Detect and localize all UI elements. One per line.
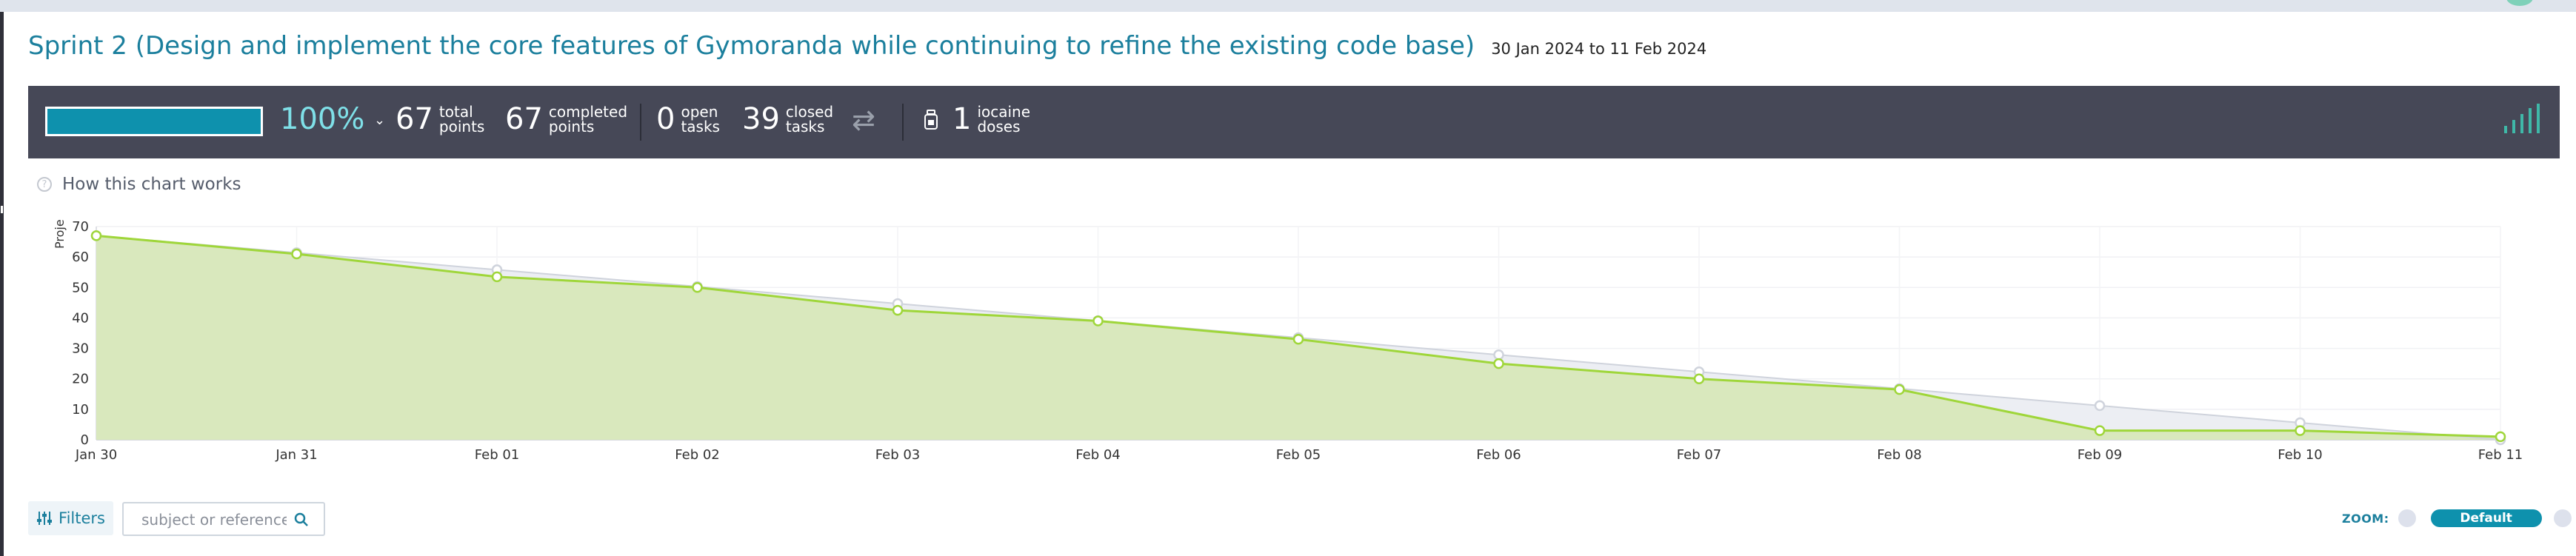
x-tick-label: Feb 08 <box>1877 447 1922 463</box>
help-icon: ? <box>37 177 52 192</box>
iocaine-doses-label-2: doses <box>977 118 1021 135</box>
ideal-point[interactable] <box>1493 349 1504 361</box>
x-tick-label: Feb 11 <box>2478 447 2523 463</box>
sprint-header: Sprint 2 (Design and implement the core … <box>28 31 1706 68</box>
real-point[interactable] <box>1092 315 1104 326</box>
x-tick-label: Feb 03 <box>875 447 921 463</box>
stats-divider <box>902 104 904 141</box>
zoom-in-option[interactable] <box>2553 509 2572 527</box>
total-points-stat: 67 total points <box>396 102 484 136</box>
real-point[interactable] <box>90 230 102 241</box>
real-point[interactable] <box>692 282 703 293</box>
y-tick-label: 20 <box>72 372 89 387</box>
chevron-down-icon[interactable]: ⌄ <box>374 113 386 128</box>
zoom-label: ZOOM: <box>2342 511 2389 526</box>
sliders-icon <box>37 512 53 525</box>
real-burndown-area <box>96 235 2500 440</box>
closed-tasks-label-2: tasks <box>785 118 825 135</box>
left-edge-bar <box>0 12 4 556</box>
search-field[interactable] <box>122 502 325 536</box>
iocaine-doses-label-1: iocaine <box>977 103 1031 121</box>
open-tasks-stat: 0 open tasks <box>656 102 720 136</box>
y-tick-label: 50 <box>72 280 89 295</box>
real-point[interactable] <box>2295 425 2306 436</box>
x-tick-label: Feb 10 <box>2278 447 2323 463</box>
x-tick-label: Feb 05 <box>1276 447 1321 463</box>
y-tick-label: 30 <box>72 341 89 357</box>
x-tick-label: Feb 01 <box>475 447 520 463</box>
zoom-out-option[interactable] <box>2398 509 2416 527</box>
y-axis-label: Proje <box>53 219 67 249</box>
y-tick-label: 40 <box>72 310 89 326</box>
sprint-stats-bar: 100% ⌄ 67 total points 67 completed points… <box>28 86 2560 158</box>
total-points-value: 67 <box>396 102 433 136</box>
x-tick-label: Jan 30 <box>75 447 117 463</box>
progress-bar <box>45 107 263 136</box>
search-input[interactable] <box>140 509 288 530</box>
real-point[interactable] <box>2094 425 2106 436</box>
x-tick-label: Jan 31 <box>275 447 317 463</box>
x-tick-label: Feb 07 <box>1677 447 1722 463</box>
filters-button[interactable]: Filters <box>28 501 113 535</box>
burndown-chart: 0 10 20 30 40 50 60 70 Jan 30 Jan 31 Feb 01 Feb 02… <box>53 219 2523 463</box>
completed-points-label-2: points <box>548 118 595 135</box>
chart-help-link[interactable]: ? How this chart works <box>37 175 241 194</box>
search-icon[interactable] <box>294 512 309 527</box>
real-point[interactable] <box>291 248 302 260</box>
zoom-control: ZOOM: Default <box>2342 509 2576 527</box>
open-tasks-label-1: open <box>681 103 718 121</box>
real-point[interactable] <box>892 304 904 316</box>
y-tick-label: 60 <box>72 249 89 265</box>
real-point[interactable] <box>491 271 503 283</box>
closed-tasks-stat: 39 closed tasks <box>742 102 833 136</box>
top-bar <box>0 0 2576 12</box>
iocaine-doses-value: 1 <box>952 102 972 136</box>
sprint-title: Sprint 2 (Design and implement the core … <box>28 31 1475 61</box>
closed-tasks-label-1: closed <box>785 103 834 121</box>
burndown-chart-icon[interactable] <box>2504 104 2540 133</box>
y-tick-label: 0 <box>81 432 89 448</box>
y-tick-label: 10 <box>72 402 89 418</box>
total-points-label-1: total <box>438 103 473 121</box>
open-tasks-value: 0 <box>656 102 675 136</box>
completed-points-label-1: completed <box>548 103 628 121</box>
zoom-default-option[interactable]: Default <box>2430 509 2542 527</box>
user-avatar[interactable] <box>2506 0 2533 6</box>
ideal-point[interactable] <box>2094 400 2106 412</box>
real-point[interactable] <box>2495 431 2506 443</box>
progress-bar-fill <box>47 109 261 134</box>
swap-arrows-icon[interactable]: ⇄ <box>852 104 875 136</box>
potion-bottle-icon <box>924 110 938 130</box>
chart-help-label[interactable]: How this chart works <box>62 175 241 194</box>
edge-marker <box>1 206 3 213</box>
sprint-dates: 30 Jan 2024 to 11 Feb 2024 <box>1491 40 1707 58</box>
y-tick-label: 70 <box>72 219 89 235</box>
x-tick-label: Feb 09 <box>2078 447 2123 463</box>
real-point[interactable] <box>1693 373 1705 384</box>
completion-percent: 100% <box>280 102 365 136</box>
real-point[interactable] <box>1894 383 1905 395</box>
stats-divider <box>640 104 641 141</box>
total-points-label-2: points <box>438 118 485 135</box>
closed-tasks-value: 39 <box>742 102 780 136</box>
x-tick-label: Feb 02 <box>675 447 720 463</box>
iocaine-doses-stat: 1 iocaine doses <box>952 102 1030 136</box>
x-tick-label: Feb 06 <box>1476 447 1521 463</box>
x-tick-label: Feb 04 <box>1075 447 1121 463</box>
completed-points-stat: 67 completed points <box>505 102 627 136</box>
completed-points-value: 67 <box>505 102 543 136</box>
open-tasks-label-2: tasks <box>681 118 720 135</box>
real-point[interactable] <box>1493 358 1504 369</box>
filters-button-label: Filters <box>59 509 105 527</box>
real-point[interactable] <box>1292 333 1304 345</box>
